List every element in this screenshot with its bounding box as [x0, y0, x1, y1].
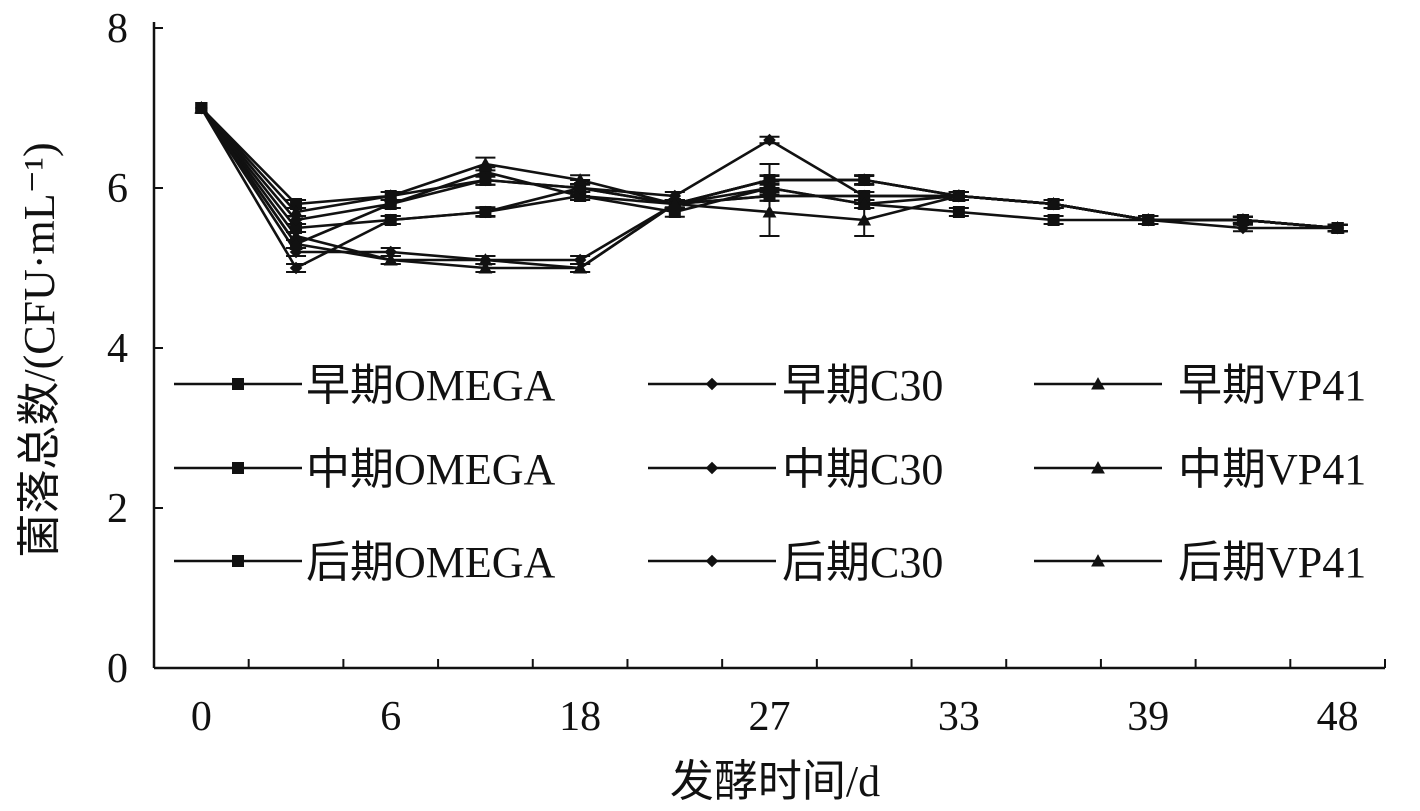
legend-item: 后期VP41: [1034, 538, 1366, 587]
x-tick-label: 18: [559, 694, 601, 740]
x-tick-label: 48: [1317, 694, 1359, 740]
legend-label: 后期OMEGA: [306, 538, 556, 587]
y-tick-label: 8: [107, 6, 128, 52]
legend-marker: [1091, 554, 1105, 567]
data-point: [384, 213, 398, 227]
data-point: [289, 205, 303, 218]
legend-item: 中期C30: [648, 445, 943, 494]
data-point: [667, 197, 682, 210]
data-point: [951, 189, 966, 202]
data-point: [478, 253, 493, 266]
x-tick-label: 39: [1127, 694, 1169, 740]
data-point: [1141, 213, 1156, 226]
legend-item: 早期VP41: [1034, 361, 1366, 410]
data-point: [478, 157, 493, 170]
data-point: [383, 253, 398, 266]
data-point: [1046, 197, 1061, 210]
data-point: [762, 181, 777, 194]
legend-label: 早期C30: [782, 361, 943, 410]
legend-label: 早期OMEGA: [306, 361, 556, 410]
data-point: [1236, 213, 1250, 226]
data-point: [383, 189, 398, 202]
legend: 早期OMEGA 早期C30 早期VP41 中期OMEGA 中期C30 中期VP41 后期OM…: [174, 361, 1366, 587]
y-tick-label: 2: [107, 486, 128, 532]
y-tick-label: 0: [107, 646, 128, 692]
x-tick-label: 27: [749, 694, 791, 740]
legend-marker: [705, 377, 719, 391]
series-后期VP41: [194, 101, 1348, 234]
legend-label: 中期C30: [782, 445, 943, 494]
legend-item: 后期OMEGA: [174, 538, 556, 587]
legend-label: 中期VP41: [1178, 445, 1366, 494]
data-point: [194, 101, 209, 114]
data-point: [289, 237, 303, 250]
legend-item: 中期VP41: [1034, 445, 1366, 494]
legend-item: 早期OMEGA: [174, 361, 556, 410]
x-tick-label: 0: [191, 694, 212, 740]
data-point: [1047, 214, 1060, 226]
data-point: [1330, 221, 1345, 234]
data-point: [573, 261, 588, 274]
legend-label: 中期OMEGA: [306, 445, 556, 494]
axes: 0 2 4 6 8 0 6 18 27 33 39 48: [107, 6, 1386, 740]
data-point: [857, 213, 872, 226]
legend-marker: [232, 462, 244, 474]
data-point: [952, 206, 965, 218]
legend-marker: [1091, 461, 1105, 474]
legend-label: 后期C30: [782, 538, 943, 587]
data-point: [857, 197, 872, 210]
data-point: [478, 261, 493, 274]
data-point: [858, 174, 871, 186]
legend-marker: [232, 555, 244, 567]
data-point: [573, 173, 588, 186]
data-point: [479, 205, 492, 219]
data-point: [763, 133, 776, 147]
data-point: [479, 174, 492, 186]
x-tick-label: 33: [938, 694, 980, 740]
legend-item: 早期C30: [648, 361, 943, 410]
legend-marker: [232, 378, 244, 390]
x-axis-label: 发酵时间/d: [670, 757, 880, 806]
legend-item: 中期OMEGA: [174, 445, 556, 494]
data-point: [289, 245, 303, 259]
legend-label: 早期VP41: [1178, 361, 1366, 410]
legend-item: 后期C30: [648, 538, 943, 587]
y-tick-label: 4: [107, 326, 128, 372]
y-axis-label: 菌落总数/(CFU·mL⁻¹): [15, 142, 64, 557]
legend-marker: [705, 461, 719, 475]
legend-marker: [705, 554, 719, 568]
x-tick-label: 6: [380, 694, 401, 740]
legend-marker: [1091, 377, 1105, 390]
series-layer: [194, 101, 1348, 275]
data-point: [289, 261, 303, 275]
legend-label: 后期VP41: [1178, 538, 1366, 587]
data-point: [762, 205, 777, 218]
y-tick-label: 6: [107, 166, 128, 212]
